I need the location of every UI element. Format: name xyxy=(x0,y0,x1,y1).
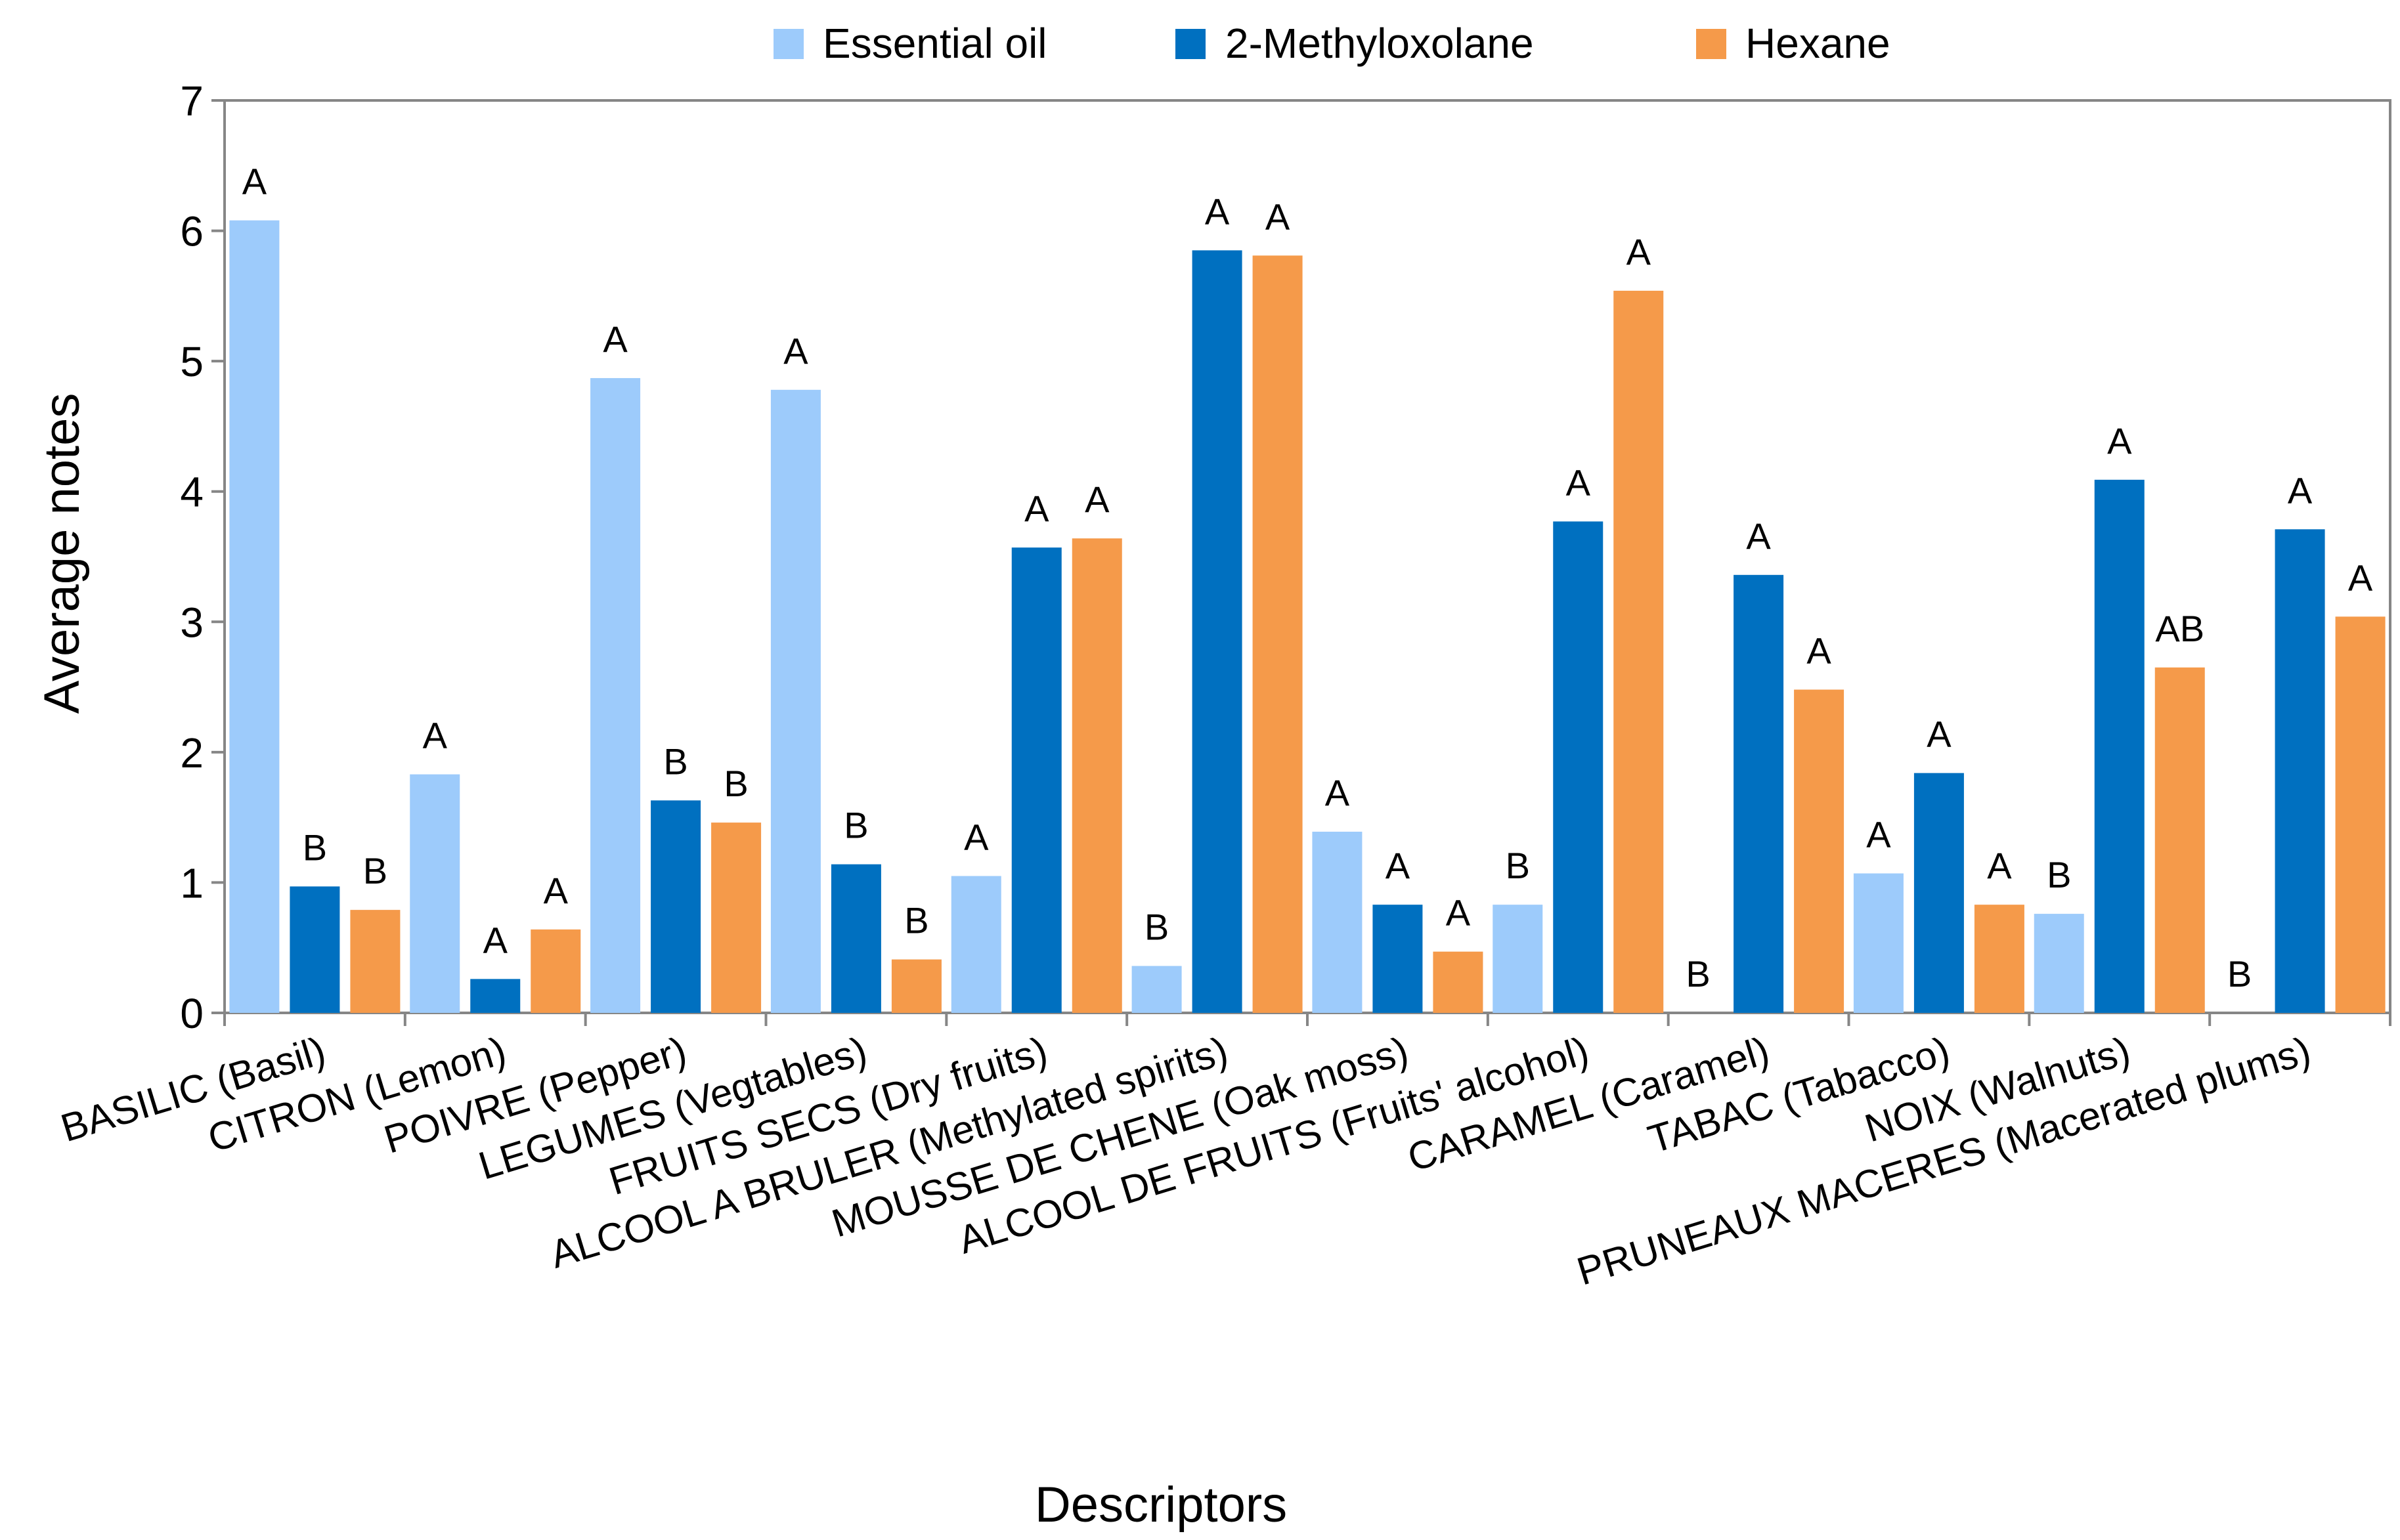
bar xyxy=(1853,873,1904,1013)
bar xyxy=(770,389,821,1013)
y-tick-label: 2 xyxy=(180,729,204,777)
data-label: B xyxy=(2047,854,2071,895)
data-label: B xyxy=(1686,953,1710,995)
data-label: A xyxy=(1205,190,1230,232)
bar xyxy=(1913,773,1964,1013)
bar xyxy=(951,876,1001,1013)
y-tick-label: 5 xyxy=(180,338,204,385)
data-label: B xyxy=(844,805,868,846)
x-axis-title: Descriptors xyxy=(1035,1477,1287,1533)
bar xyxy=(1794,689,1844,1013)
data-label: B xyxy=(303,826,327,868)
y-tick-label: 6 xyxy=(180,208,204,255)
data-label: A xyxy=(1626,231,1651,272)
data-label: AB xyxy=(2155,608,2204,649)
legend-label: Essential oil xyxy=(823,20,1047,67)
bar xyxy=(1613,290,1664,1013)
data-label: A xyxy=(1566,461,1591,503)
bar xyxy=(831,864,881,1013)
bar xyxy=(1433,951,1483,1013)
bar xyxy=(1734,574,1784,1013)
y-axis-title: Average notes xyxy=(34,393,90,714)
data-label: B xyxy=(363,850,387,891)
data-label: B xyxy=(904,900,928,941)
bar xyxy=(651,800,701,1013)
data-label: B xyxy=(1145,907,1169,948)
data-label: A xyxy=(1987,845,2012,886)
y-tick-label: 4 xyxy=(180,469,204,516)
bar xyxy=(1974,905,2024,1013)
bar xyxy=(711,823,762,1013)
bar xyxy=(2154,667,2205,1013)
data-label: A xyxy=(2288,469,2313,511)
y-tick-label: 7 xyxy=(180,77,204,125)
data-label: A xyxy=(964,817,989,858)
bar xyxy=(891,959,942,1013)
bar xyxy=(531,929,581,1013)
bar xyxy=(2094,479,2145,1013)
data-label: B xyxy=(2227,953,2252,995)
bar xyxy=(2335,616,2386,1013)
data-label: A xyxy=(423,715,448,756)
data-label: A xyxy=(483,919,508,960)
data-label: A xyxy=(2348,557,2373,598)
data-label: A xyxy=(1446,892,1471,933)
y-tick-label: 3 xyxy=(180,599,204,646)
data-label: A xyxy=(603,318,628,360)
y-tick-label: 1 xyxy=(180,859,204,907)
bar xyxy=(2034,914,2084,1013)
data-label: A xyxy=(783,330,808,372)
bar xyxy=(1312,831,1363,1013)
bar xyxy=(1493,905,1543,1013)
bar xyxy=(350,910,401,1013)
data-label: A xyxy=(1265,196,1290,237)
bar xyxy=(590,377,641,1013)
data-label: A xyxy=(1927,714,1952,755)
data-label: A xyxy=(1866,814,1891,855)
bar xyxy=(1131,966,1182,1013)
data-label: A xyxy=(1746,515,1771,557)
legend-label: 2-Methyloxolane xyxy=(1225,20,1534,67)
bar xyxy=(1553,521,1604,1013)
bar xyxy=(2275,529,2325,1013)
legend-label: Hexane xyxy=(1745,20,1890,67)
data-label: A xyxy=(1806,630,1831,672)
data-label: A xyxy=(242,161,267,202)
bar xyxy=(1252,255,1303,1013)
bar xyxy=(1072,538,1122,1013)
bar xyxy=(1372,905,1423,1013)
bar xyxy=(229,220,280,1014)
bar xyxy=(1011,547,1062,1013)
data-label: A xyxy=(1325,772,1350,813)
legend: Essential oil 2-Methyloxolane Hexane xyxy=(774,20,1890,67)
data-label: B xyxy=(663,740,687,782)
data-label: A xyxy=(1385,845,1410,886)
legend-swatch xyxy=(1175,29,1206,59)
data-label: B xyxy=(724,763,748,804)
data-label: B xyxy=(1506,845,1530,886)
data-label: A xyxy=(1024,488,1049,529)
data-label: A xyxy=(544,870,569,911)
bar xyxy=(470,979,521,1013)
bar xyxy=(410,774,460,1013)
bar xyxy=(290,886,340,1013)
y-tick-label: 0 xyxy=(180,990,204,1037)
legend-swatch xyxy=(1696,29,1726,59)
bar xyxy=(1192,250,1242,1013)
legend-swatch xyxy=(774,29,804,59)
data-label: A xyxy=(1085,479,1110,520)
data-label: A xyxy=(2107,420,2132,461)
